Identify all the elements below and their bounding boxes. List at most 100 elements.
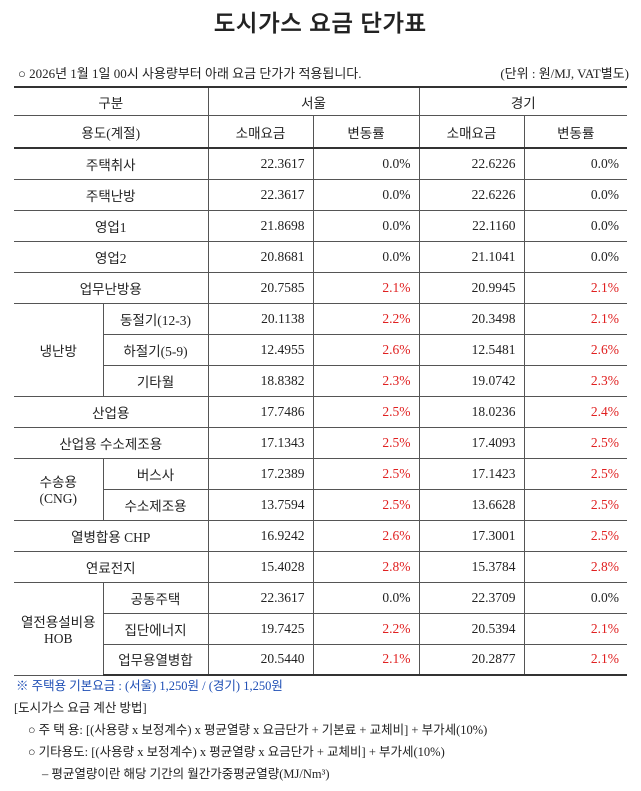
subheader-cell: 용도(계절)	[14, 115, 209, 149]
group-label: 수송용	[39, 475, 77, 490]
group-label: 열전용설비용	[20, 614, 96, 630]
change-cell: 2.5%	[523, 457, 627, 490]
rate-cell: 17.1343	[207, 426, 314, 459]
change-cell: 2.8%	[523, 550, 627, 583]
change-cell: 0.0%	[523, 147, 627, 180]
change-cell: 0.0%	[312, 581, 420, 614]
change-cell: 0.0%	[312, 147, 420, 180]
change-cell: 2.3%	[523, 364, 627, 397]
change-cell: 2.4%	[523, 395, 627, 428]
method-line: – 평균열량이란 해당 기간의 월간가중평균열량(MJ/Nm³)	[42, 767, 330, 781]
subheader-row: 용도(계절) 소매요금 변동률 소매요금 변동률	[14, 115, 627, 149]
header-cell: 서울	[207, 86, 420, 116]
rate-cell: 15.4028	[207, 550, 314, 583]
rate-cell: 20.2877	[418, 643, 525, 676]
row-label: 하절기(5-9)	[103, 333, 209, 366]
rate-cell: 17.1423	[418, 457, 525, 490]
group-cell: 냉난방	[14, 302, 104, 397]
subheader-cell: 소매요금	[418, 115, 525, 149]
row-label: 주택취사	[14, 147, 209, 180]
change-cell: 0.0%	[523, 209, 627, 242]
change-cell: 0.0%	[523, 581, 627, 614]
price-table: 구분 서울 경기 용도(계절) 소매요금 변동률 소매요금 변동률 주택취사 22…	[14, 86, 627, 676]
row-label: 업무용열병합	[103, 643, 209, 676]
rate-cell: 21.8698	[207, 209, 314, 242]
change-cell: 2.1%	[312, 271, 420, 304]
change-cell: 0.0%	[312, 240, 420, 273]
rate-cell: 22.6226	[418, 147, 525, 180]
change-cell: 2.6%	[312, 519, 420, 552]
rate-cell: 17.3001	[418, 519, 525, 552]
data-row: 주택취사 22.3617 0.0% 22.6226 0.0%	[14, 147, 627, 180]
rate-cell: 17.7486	[207, 395, 314, 428]
rate-cell: 18.8382	[207, 364, 314, 397]
change-cell: 0.0%	[312, 209, 420, 242]
data-row: 업무난방용 20.7585 2.1% 20.9945 2.1%	[14, 271, 627, 304]
row-label: 공동주택	[102, 581, 209, 614]
change-cell: 2.2%	[312, 302, 420, 335]
row-label: 연료전지	[14, 550, 209, 583]
rate-cell: 18.0236	[418, 395, 525, 428]
rate-cell: 17.4093	[418, 426, 525, 459]
data-row: 하절기(5-9) 12.4955 2.6% 12.5481 2.6%	[14, 333, 627, 366]
data-row: 업무용열병합 20.5440 2.1% 20.2877 2.1%	[14, 643, 627, 676]
subheader-cell: 변동률	[523, 115, 627, 149]
change-cell: 2.5%	[312, 395, 420, 428]
group-cell: 열전용설비용 HOB	[14, 581, 104, 676]
rate-cell: 20.8681	[207, 240, 314, 273]
change-cell: 2.5%	[523, 519, 627, 552]
change-cell: 0.0%	[312, 178, 420, 211]
data-row: 연료전지 15.4028 2.8% 15.3784 2.8%	[14, 550, 627, 583]
data-row: 기타월 18.8382 2.3% 19.0742 2.3%	[14, 364, 627, 397]
data-row: 수소제조용 13.7594 2.5% 13.6628 2.5%	[14, 488, 627, 521]
row-label: 집단에너지	[103, 612, 209, 645]
method-title: [도시가스 요금 계산 방법]	[14, 701, 147, 715]
data-row: 영업1 21.8698 0.0% 22.1160 0.0%	[14, 209, 627, 242]
change-cell: 0.0%	[523, 178, 627, 211]
row-label: 수소제조용	[103, 488, 209, 521]
change-cell: 2.3%	[312, 364, 420, 397]
change-cell: 2.5%	[312, 488, 420, 521]
title: 도시가스 요금 단가표	[214, 11, 427, 36]
rate-cell: 12.4955	[207, 333, 314, 366]
table-body: 주택취사 22.3617 0.0% 22.6226 0.0% 주택난방 22.3617 0.0…	[14, 147, 627, 676]
rate-cell: 16.9242	[207, 519, 314, 552]
rate-cell: 21.1041	[418, 240, 525, 273]
rate-cell: 20.7585	[207, 271, 314, 304]
rate-cell: 13.7594	[207, 488, 314, 521]
change-cell: 0.0%	[523, 240, 627, 273]
row-label: 산업용	[14, 395, 209, 428]
change-cell: 2.1%	[523, 302, 627, 335]
data-row: 수송용 (CNG) 버스사 17.2389 2.5% 17.1423 2.5%	[14, 457, 627, 521]
change-cell: 2.1%	[523, 643, 627, 676]
method-line: ○ 기타용도: [(사용량 x 보정계수) x 평균열량 x 요금단가 + 교체…	[28, 745, 445, 759]
change-cell: 2.1%	[312, 643, 420, 676]
header-cell: 경기	[418, 86, 627, 116]
unit-note: (단위 : 원/MJ, VAT별도)	[500, 66, 629, 81]
calc-method: [도시가스 요금 계산 방법] ○ 주 택 용: [(사용량 x 보정계수) x…	[14, 697, 487, 785]
change-cell: 2.5%	[312, 426, 420, 459]
subheader-cell: 변동률	[312, 115, 420, 149]
group-cell: 수송용 (CNG)	[14, 457, 104, 521]
rate-cell: 22.3617	[207, 581, 314, 614]
row-label: 영업1	[14, 209, 209, 242]
data-row: 영업2 20.8681 0.0% 21.1041 0.0%	[14, 240, 627, 273]
data-row: 집단에너지 19.7425 2.2% 20.5394 2.1%	[14, 612, 627, 645]
rate-cell: 22.3617	[207, 178, 314, 211]
group-label: HOB	[43, 630, 73, 646]
rate-cell: 20.5394	[418, 612, 525, 645]
row-label: 기타월	[103, 364, 209, 397]
row-label: 동절기(12-3)	[102, 302, 209, 335]
change-cell: 2.1%	[523, 612, 627, 645]
rate-cell: 19.7425	[207, 612, 314, 645]
rate-cell: 19.0742	[418, 364, 525, 397]
footnote: ※ 주택용 기본요금 : (서울) 1,250원 / (경기) 1,250원	[16, 679, 283, 693]
change-cell: 2.2%	[312, 612, 420, 645]
change-cell: 2.5%	[523, 426, 627, 459]
subheader-cell: 소매요금	[207, 115, 314, 149]
change-cell: 2.5%	[312, 457, 420, 490]
change-cell: 2.5%	[523, 488, 627, 521]
change-cell: 2.6%	[312, 333, 420, 366]
row-label: 열병합용 CHP	[14, 519, 209, 552]
